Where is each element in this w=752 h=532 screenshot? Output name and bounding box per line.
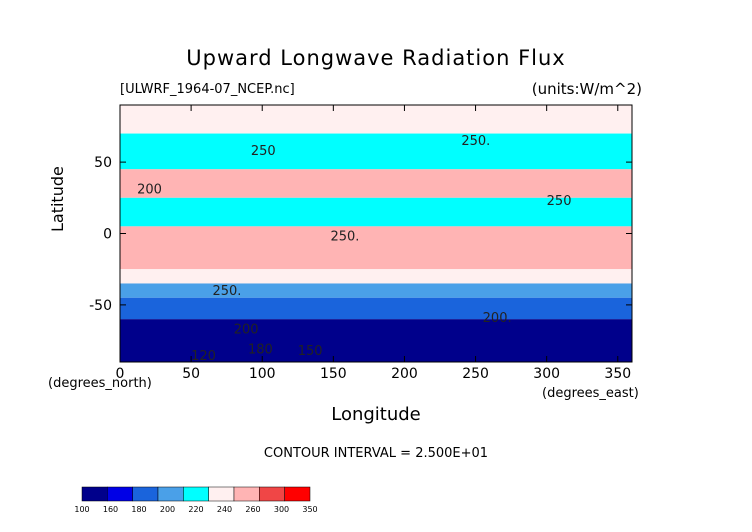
x-tick-label: 150 <box>320 366 347 382</box>
colorbar-tick-label: 100 <box>74 505 89 514</box>
contour-label: 250. <box>330 230 359 245</box>
contour-label: 200 <box>137 183 162 198</box>
colorbar-swatch <box>183 486 209 502</box>
heatmap-band <box>120 269 632 284</box>
contour-label: 250. <box>212 284 241 299</box>
x-tick-label: 200 <box>391 366 418 382</box>
colorbar-tick-label: 160 <box>103 505 118 514</box>
heatmap-band <box>120 133 632 170</box>
colorbar-swatch <box>208 486 235 502</box>
colorbar-tick-label: 180 <box>131 505 146 514</box>
contour-label: 120 <box>191 349 216 364</box>
heatmap-band <box>120 226 632 270</box>
contour-label: 150 <box>298 344 323 359</box>
heatmap-band <box>120 283 632 298</box>
heatmap-band <box>120 169 632 198</box>
heatmap-band <box>120 197 632 227</box>
contour-label: 250 <box>251 144 276 159</box>
colorbar-tick-label: 220 <box>188 505 203 514</box>
colorbar-swatch <box>233 486 260 502</box>
contour-label: 200. <box>483 311 512 326</box>
y-tick-label: 0 <box>103 227 112 243</box>
x-tick-label: 0 <box>116 366 125 382</box>
heatmap-band <box>120 319 632 362</box>
x-axis-label: Longitude <box>331 404 421 425</box>
contour-label: 250 <box>547 194 572 209</box>
colorbar-tick-label: 240 <box>217 505 232 514</box>
colorbar-tick-label: 260 <box>245 505 260 514</box>
heatmap-band <box>120 297 632 320</box>
x-tick-label: 300 <box>533 366 560 382</box>
colorbar-tick-label: 300 <box>274 505 289 514</box>
units-subtitle: (units:W/m^2) <box>531 80 642 98</box>
contour-label: 250. <box>461 134 490 149</box>
x-tick-label: 50 <box>182 366 200 382</box>
y-tick-label: -50 <box>89 298 112 314</box>
y-tick-label: 50 <box>94 155 112 171</box>
y-axis-units: (degrees_north) <box>48 376 152 391</box>
colorbar-tick-label: 350 <box>302 505 317 514</box>
chart-title: Upward Longwave Radiation Flux <box>186 46 566 70</box>
colorbar-swatch <box>157 486 184 502</box>
x-tick-label: 100 <box>249 366 276 382</box>
contour-label: 180 <box>248 342 273 357</box>
x-tick-label: 350 <box>604 366 631 382</box>
colorbar-swatch <box>284 486 311 502</box>
x-axis-units: (degrees_east) <box>542 386 639 401</box>
colorbar-swatch <box>107 486 133 502</box>
colorbar-tick-label: 200 <box>160 505 175 514</box>
colorbar-swatch <box>259 486 285 502</box>
colorbar-swatch <box>132 486 159 502</box>
heatmap-band <box>120 105 632 134</box>
x-tick-label: 250 <box>462 366 489 382</box>
contour-interval-note: CONTOUR INTERVAL = 2.500E+01 <box>263 446 489 461</box>
contour-label: 200 <box>234 322 259 337</box>
file-subtitle: [ULWRF_1964-07_NCEP.nc] <box>120 82 295 97</box>
colorbar-swatch <box>81 486 108 502</box>
